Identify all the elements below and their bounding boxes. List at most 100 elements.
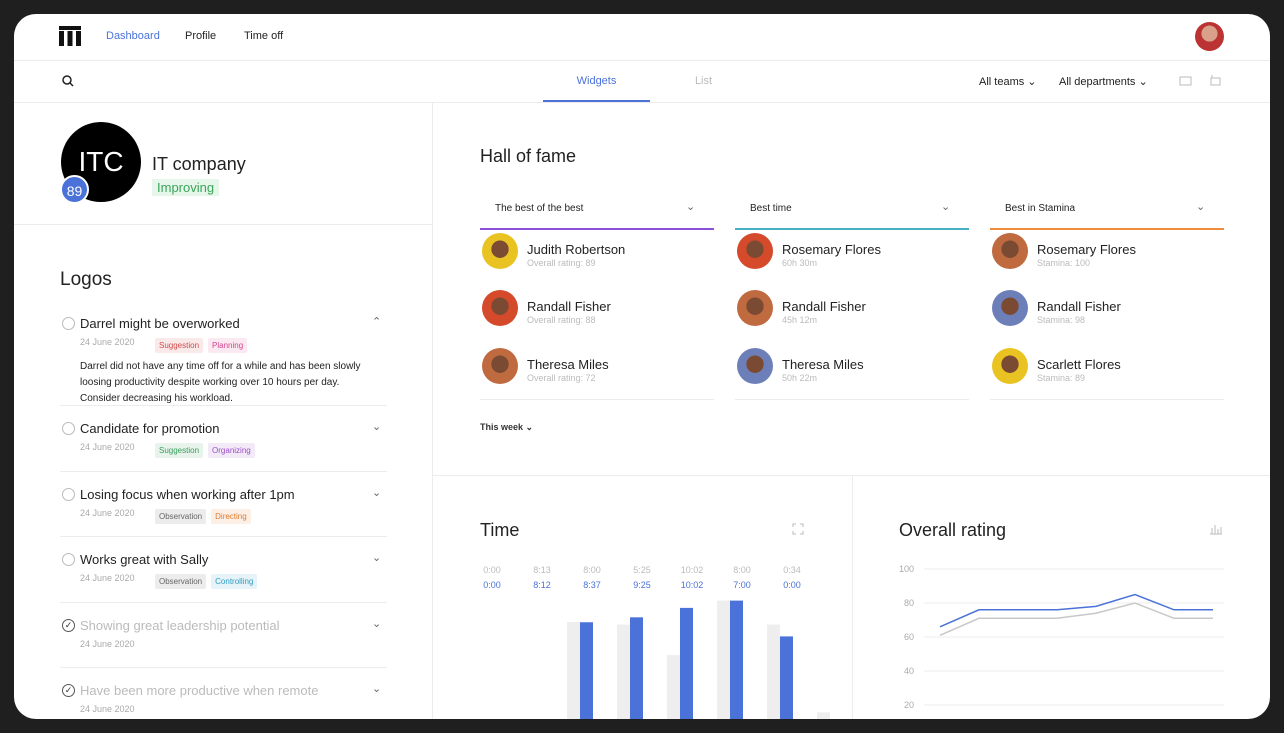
column-dropdown[interactable]: The best of the best ⌄	[480, 200, 714, 230]
bar-label: 8:00	[733, 565, 751, 575]
expand-icon[interactable]	[792, 523, 804, 535]
divider	[60, 602, 387, 603]
logo-date: 24 June 2020	[80, 442, 135, 452]
toolbar-icon[interactable]	[1179, 75, 1193, 87]
logo-icon	[59, 26, 81, 46]
bar	[667, 655, 680, 719]
logo-title: Showing great leadership potential	[80, 618, 280, 633]
person-name: Rosemary Flores	[1037, 242, 1136, 257]
bar-label: 8:12	[533, 580, 551, 590]
person-detail: Stamina: 98	[1037, 315, 1086, 325]
chevron[interactable]: ⌄	[372, 421, 382, 433]
bar-label: 5:25	[633, 565, 651, 575]
logo-date: 24 June 2020	[80, 704, 135, 714]
line	[939, 593, 1213, 628]
person-avatar	[482, 348, 518, 384]
bar-label: 0:00	[483, 565, 501, 575]
person-avatar	[737, 348, 773, 384]
chevron[interactable]: ⌄	[372, 683, 382, 695]
bar-label: 8:13	[533, 565, 551, 575]
logo-title: Candidate for promotion	[80, 421, 220, 436]
nav-item[interactable]: Time off	[244, 30, 284, 42]
divider	[852, 475, 853, 719]
bar-label: 8:37	[583, 580, 601, 590]
person-name: Scarlett Flores	[1037, 357, 1121, 372]
person-detail: Overall rating: 88	[527, 315, 596, 325]
logo-date: 24 June 2020	[80, 639, 135, 649]
chevron[interactable]: ⌃	[372, 316, 382, 328]
tag-row: Observation Directing	[155, 506, 256, 524]
y-tick-label: 80	[904, 598, 914, 608]
tag: Suggestion	[155, 443, 204, 458]
check-circle[interactable]	[62, 317, 75, 330]
filter-label: All departments	[1059, 76, 1136, 88]
person-avatar	[992, 348, 1028, 384]
check-circle[interactable]	[62, 553, 75, 566]
person-avatar	[737, 233, 773, 269]
bar	[780, 636, 793, 719]
column-dropdown[interactable]: Best in Stamina ⌄	[990, 200, 1224, 230]
filter-label: All teams	[979, 76, 1025, 88]
company-name: IT company	[152, 154, 246, 174]
nav-item[interactable]: Profile	[185, 30, 217, 42]
period-dropdown[interactable]: This week ⌄	[480, 422, 534, 432]
tag: Controlling	[211, 574, 258, 589]
tab-underline	[543, 100, 650, 102]
person-name: Theresa Miles	[527, 357, 609, 372]
widget-title: Overall rating	[899, 520, 1007, 540]
logo-title: Have been more productive when remote	[80, 683, 319, 698]
nav-item[interactable]: Dashboard	[106, 30, 160, 42]
check-circle[interactable]: ✓	[62, 684, 75, 697]
check-circle[interactable]	[62, 422, 75, 435]
person-avatar	[992, 290, 1028, 326]
app-window: Dashboard Profile Time off Widgets List …	[14, 14, 1270, 719]
search-icon[interactable]	[62, 75, 74, 87]
score-badge: 89	[60, 175, 89, 204]
bar	[680, 607, 693, 719]
charts: 0:00 8:13 8:00 5:25 10:02 8:00 0:34 0:00 8:12 8:3…	[483, 564, 1224, 719]
chevron[interactable]: ⌄	[372, 487, 382, 499]
widget-title: Time	[480, 520, 520, 540]
tab[interactable]: List	[694, 75, 713, 87]
y-tick-label: 20	[904, 700, 914, 710]
person-name: Rosemary Flores	[782, 242, 881, 257]
divider	[990, 399, 1224, 400]
divider	[14, 102, 1270, 103]
bar	[730, 600, 743, 719]
column-title: Best time	[750, 203, 792, 214]
user-avatar[interactable]	[1195, 22, 1224, 51]
bar-label: 9:25	[633, 580, 651, 590]
divider	[735, 399, 969, 400]
chevron[interactable]: ⌄	[372, 618, 382, 630]
chevron[interactable]: ⌄	[372, 552, 382, 564]
person-detail: 60h 30m	[782, 258, 818, 268]
chart-icon[interactable]	[1209, 523, 1223, 535]
bar-label: 0:00	[483, 580, 501, 590]
person-avatar	[482, 233, 518, 269]
divider	[60, 471, 387, 472]
y-tick-label: 60	[904, 632, 914, 642]
bar	[630, 617, 643, 719]
chevron: ⌄	[1196, 201, 1206, 213]
bar-label: 10:02	[681, 565, 704, 575]
logo-date: 24 June 2020	[80, 508, 135, 518]
person-name: Randall Fisher	[782, 299, 866, 314]
filter-dropdown[interactable]: All departments ⌄	[1059, 76, 1148, 88]
toolbar-icon[interactable]	[1209, 75, 1223, 87]
check-circle[interactable]	[62, 488, 75, 501]
column-dropdown[interactable]: Best time ⌄	[735, 200, 969, 230]
tag-row: Suggestion Planning	[155, 335, 252, 353]
tag-row: Suggestion Organizing	[155, 440, 260, 458]
check-circle[interactable]: ✓	[62, 619, 75, 632]
column-title: Best in Stamina	[1005, 203, 1076, 214]
divider	[480, 399, 714, 400]
tag: Observation	[155, 574, 207, 589]
tag-row: Observation Controlling	[155, 571, 262, 589]
person-avatar	[482, 290, 518, 326]
column-title: The best of the best	[495, 203, 584, 214]
tag: Observation	[155, 509, 207, 524]
filter-dropdown[interactable]: All teams ⌄	[979, 76, 1037, 88]
tab[interactable]: Widgets	[576, 75, 617, 87]
tag: Planning	[208, 338, 248, 353]
person-detail: Overall rating: 89	[527, 258, 596, 268]
